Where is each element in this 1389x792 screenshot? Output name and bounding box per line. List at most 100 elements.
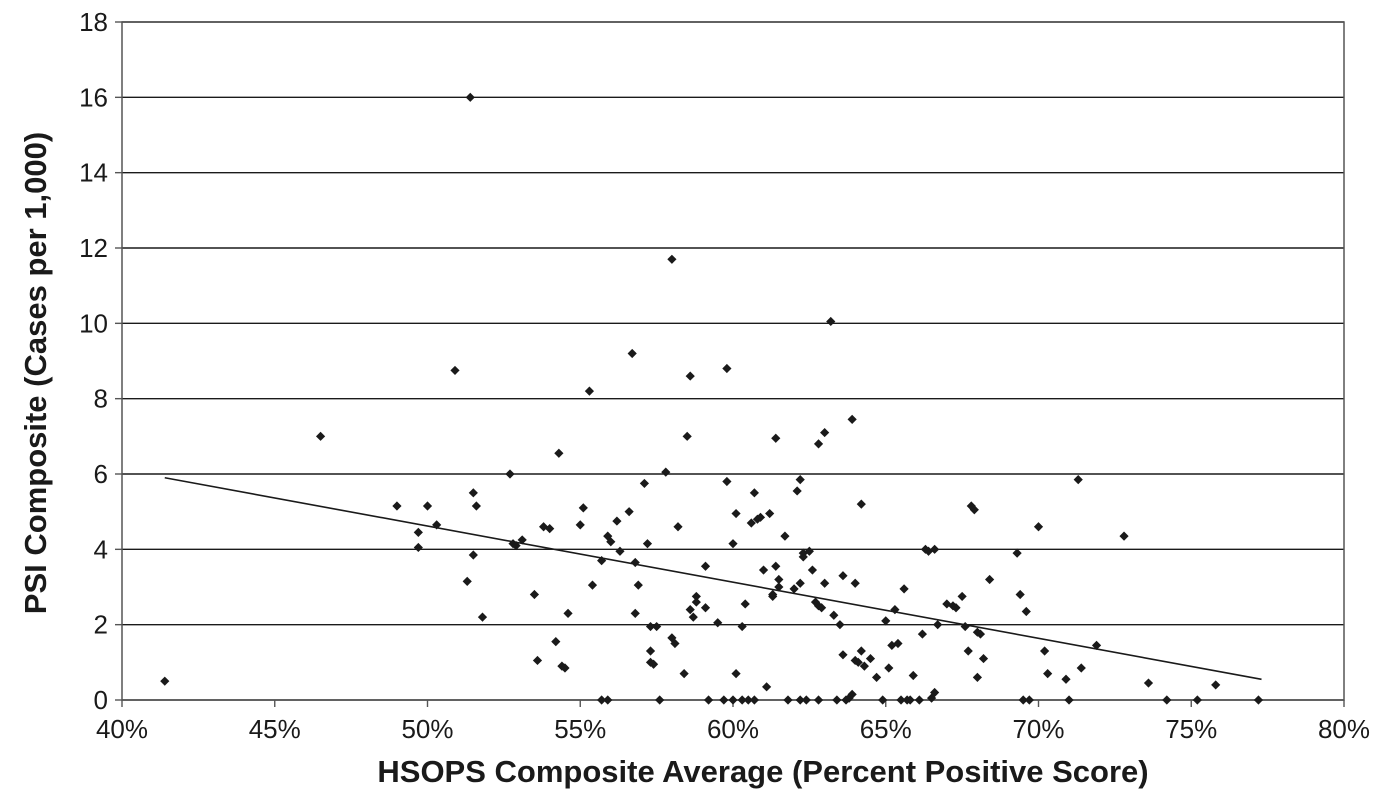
data-point <box>765 508 775 519</box>
x-tick-label: 65% <box>860 714 912 744</box>
data-point <box>905 695 915 705</box>
data-point <box>722 363 732 374</box>
data-point <box>887 640 897 650</box>
data-point <box>703 695 714 705</box>
data-point <box>722 476 732 487</box>
data-point <box>789 584 799 594</box>
data-point <box>820 578 830 588</box>
data-point <box>731 508 741 519</box>
data-point <box>517 535 527 545</box>
data-point <box>667 633 677 643</box>
data-point <box>603 695 613 705</box>
data-point <box>856 499 866 509</box>
data-point <box>859 661 869 671</box>
data-point <box>648 659 659 669</box>
data-point <box>554 448 564 458</box>
data-point <box>829 610 839 620</box>
x-axis-title: HSOPS Composite Average (Percent Positiv… <box>377 754 1148 789</box>
data-point <box>160 676 170 686</box>
trend-line <box>164 476 1262 681</box>
data-point <box>1040 646 1050 656</box>
data-point <box>780 531 790 541</box>
data-point <box>881 616 891 626</box>
data-point <box>838 650 848 660</box>
plot-area <box>121 21 1345 701</box>
data-point <box>774 582 784 592</box>
data-point <box>1076 663 1086 673</box>
data-point <box>813 695 824 705</box>
data-point <box>1143 678 1154 688</box>
data-point <box>871 672 882 682</box>
data-point <box>612 516 622 526</box>
data-point <box>413 542 423 553</box>
data-point <box>1012 548 1022 558</box>
data-point <box>737 695 747 705</box>
data-point <box>642 539 653 549</box>
data-point <box>838 571 848 581</box>
data-point <box>795 475 805 485</box>
data-point <box>627 348 637 359</box>
data-point <box>731 669 741 679</box>
data-point <box>639 478 650 489</box>
data-point <box>948 601 958 611</box>
data-point <box>645 621 656 632</box>
data-point <box>975 629 986 639</box>
data-point <box>801 695 811 705</box>
data-point <box>1119 531 1129 541</box>
data-point <box>465 92 475 102</box>
data-point <box>615 546 625 556</box>
data-point <box>673 522 683 532</box>
x-tick-label: 75% <box>1165 714 1217 744</box>
data-point <box>783 695 793 705</box>
data-point <box>850 578 860 588</box>
data-point <box>969 505 979 515</box>
data-point <box>584 386 595 396</box>
data-point <box>795 695 805 705</box>
data-point <box>847 414 857 424</box>
data-point <box>1033 522 1044 532</box>
data-point <box>810 597 821 607</box>
data-point <box>930 687 940 698</box>
x-axis-ticks: 40% 45% 50% 55% 60% 65% 70% 75% 80% <box>96 700 1370 744</box>
data-point <box>960 621 970 632</box>
data-point <box>795 578 805 588</box>
data-point <box>865 653 876 664</box>
data-point <box>728 695 738 705</box>
gridlines <box>122 21 1344 701</box>
data-point <box>893 638 903 649</box>
data-point <box>670 638 680 649</box>
y-tick-label: 16 <box>79 82 108 112</box>
x-tick-label: 60% <box>707 714 759 744</box>
data-point <box>1015 589 1025 600</box>
data-point <box>1091 640 1102 650</box>
data-point <box>740 599 750 609</box>
y-axis-title: PSI Composite (Cases per 1,000) <box>18 132 53 614</box>
data-point <box>645 657 656 667</box>
data-point <box>1192 695 1202 705</box>
data-point <box>816 603 827 613</box>
data-point <box>557 661 567 671</box>
data-points <box>160 92 1264 705</box>
data-point <box>468 550 478 560</box>
data-point <box>856 646 866 656</box>
data-point <box>1211 680 1221 690</box>
data-point <box>597 695 607 705</box>
data-point <box>432 520 442 530</box>
data-point <box>315 431 326 441</box>
data-point <box>985 574 995 585</box>
data-point <box>963 646 973 656</box>
data-point <box>477 612 488 622</box>
data-point <box>832 695 842 705</box>
data-point <box>450 365 460 376</box>
x-tick-label: 45% <box>249 714 301 744</box>
data-point <box>896 695 906 705</box>
data-point <box>655 695 665 705</box>
data-point <box>820 427 830 438</box>
data-point <box>933 620 943 630</box>
data-point <box>713 618 723 628</box>
data-point <box>752 514 763 524</box>
data-point <box>606 537 616 547</box>
data-point <box>1018 695 1028 705</box>
data-point <box>771 561 781 571</box>
